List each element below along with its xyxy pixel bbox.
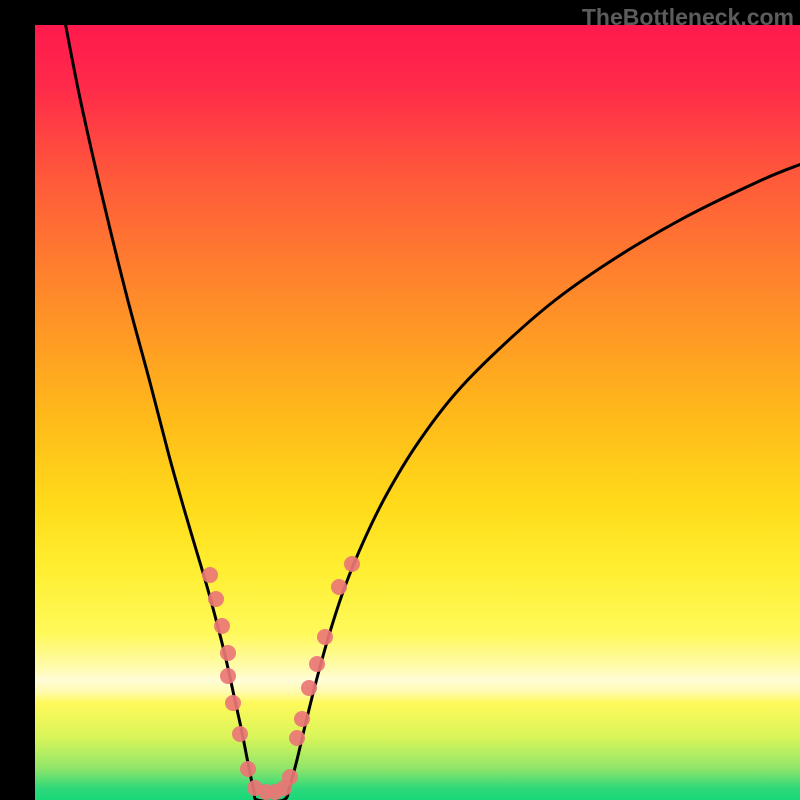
watermark-text: TheBottleneck.com [582,4,794,31]
data-marker [331,579,347,595]
chart-root: TheBottleneck.com [0,0,800,800]
data-marker [309,656,325,672]
data-marker [240,761,256,777]
markers-layer [35,25,800,800]
data-marker [214,618,230,634]
data-marker [208,591,224,607]
data-marker [220,645,236,661]
plot-area [35,25,800,800]
data-marker [301,680,317,696]
data-marker [294,711,310,727]
data-marker [344,556,360,572]
data-marker [220,668,236,684]
data-marker [289,730,305,746]
data-marker [202,567,218,583]
data-marker [317,629,333,645]
data-marker [225,695,241,711]
data-marker [282,769,298,785]
data-marker [232,726,248,742]
outer-frame: TheBottleneck.com [0,0,800,800]
